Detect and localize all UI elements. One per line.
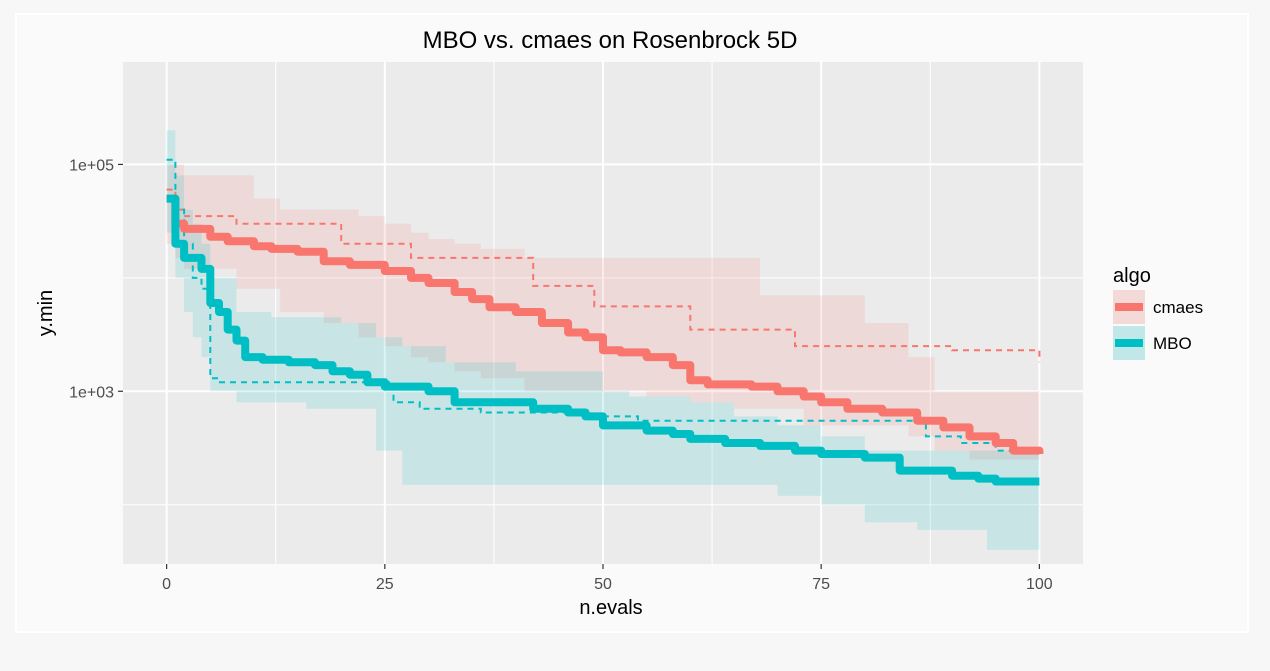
y-axis-label: y.min [35, 290, 57, 336]
legend-title: algo [1113, 265, 1151, 287]
x-tick-label: 0 [162, 576, 171, 593]
x-axis: 0 25 50 75 100 [162, 564, 1053, 593]
y-tick-label: 1e+03 [69, 384, 114, 401]
x-tick-label: 75 [812, 576, 830, 593]
x-tick-label: 100 [1026, 576, 1053, 593]
band-mbo [166, 130, 1040, 550]
median-line-cmaes [166, 194, 1044, 455]
x-axis-label: n.evals [579, 597, 642, 619]
chart-title: MBO vs. cmaes on Rosenbrock 5D [423, 27, 798, 54]
y-axis: 1e+03 1e+05 [69, 157, 123, 401]
legend-label-mbo: MBO [1153, 334, 1192, 353]
ribbon-bands [166, 130, 1040, 550]
best-line-mbo [166, 158, 1040, 452]
legend: algo cmaes MBO [1113, 265, 1203, 360]
y-tick-label: 1e+05 [69, 157, 114, 174]
x-tick-label: 25 [376, 576, 394, 593]
x-tick-label: 50 [594, 576, 612, 593]
median-line-mbo [166, 194, 1040, 486]
best-line-cmaes [166, 188, 1041, 363]
legend-label-cmaes: cmaes [1153, 298, 1203, 317]
median-lines [166, 194, 1044, 486]
band-cmaes [166, 164, 1040, 460]
best-lines [166, 158, 1041, 452]
